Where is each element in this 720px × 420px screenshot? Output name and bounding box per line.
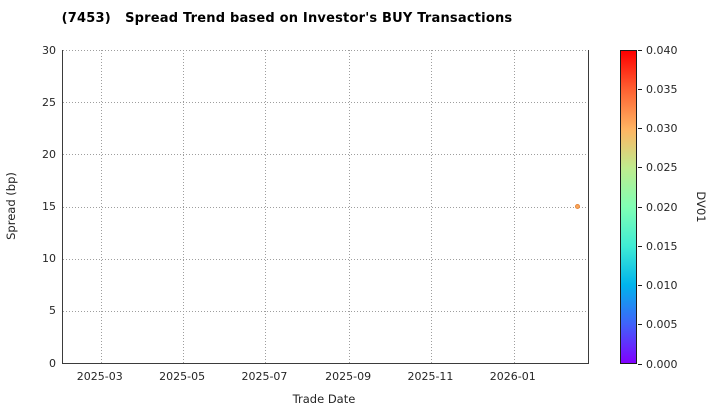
gridline-horizontal [63,154,588,156]
x-tick-label: 2025-03 [76,370,123,383]
gridline-vertical [513,50,515,363]
plot-area [62,50,589,364]
x-tick-label: 2025-05 [159,370,206,383]
colorbar-tick-mark [638,245,642,247]
y-tick-label: 0 [49,356,56,370]
colorbar-tick-label: 0.025 [646,161,678,175]
gridline-vertical [100,50,102,363]
colorbar-tick-label: 0.020 [646,200,678,214]
colorbar-tick-mark [638,285,642,286]
gridline-vertical [183,50,185,363]
gridline-horizontal [63,50,588,51]
colorbar-tick-label: 0.010 [646,279,678,292]
colorbar-tick-mark [638,88,642,90]
colorbar-tick-mark [638,363,642,365]
x-tick-label: 2026-01 [489,370,536,383]
data-point [574,204,580,209]
gridline-vertical [431,50,433,363]
colorbar-tick-label: 0.030 [646,122,678,135]
y-tick-label: 5 [49,304,56,318]
x-tick-label: 2025-11 [407,370,454,383]
colorbar-tick-mark [638,167,642,169]
colorbar-label: DV01 [694,191,708,223]
y-tick-label: 20 [42,147,56,161]
colorbar-tick-label: 0.000 [646,357,678,371]
x-axis-label: Trade Date [292,392,356,406]
colorbar-tick-mark [638,324,642,326]
gridline-horizontal [63,102,588,104]
colorbar-tick-mark [638,49,642,51]
gridline-horizontal [63,258,588,260]
colorbar-tick-label: 0.015 [646,239,678,253]
y-tick-label: 15 [42,200,56,213]
y-tick-label: 10 [42,252,56,266]
gridline-horizontal [63,310,588,312]
colorbar-tick-label: 0.035 [646,82,678,96]
y-tick-label: 30 [42,43,56,57]
colorbar [620,50,637,364]
colorbar-tick-mark [638,128,642,129]
y-tick-label: 25 [42,95,56,109]
x-tick-label: 2025-09 [325,370,372,383]
colorbar-tick-mark [638,206,642,208]
colorbar-tick-label: 0.005 [646,318,678,332]
colorbar-tick-label: 0.040 [646,43,678,57]
gridline-vertical [349,50,351,363]
chart-title: (7453) Spread Trend based on Investor's … [61,11,513,26]
gridline-vertical [265,50,267,363]
x-tick-label: 2025-07 [241,370,288,383]
gridline-horizontal [63,206,588,208]
